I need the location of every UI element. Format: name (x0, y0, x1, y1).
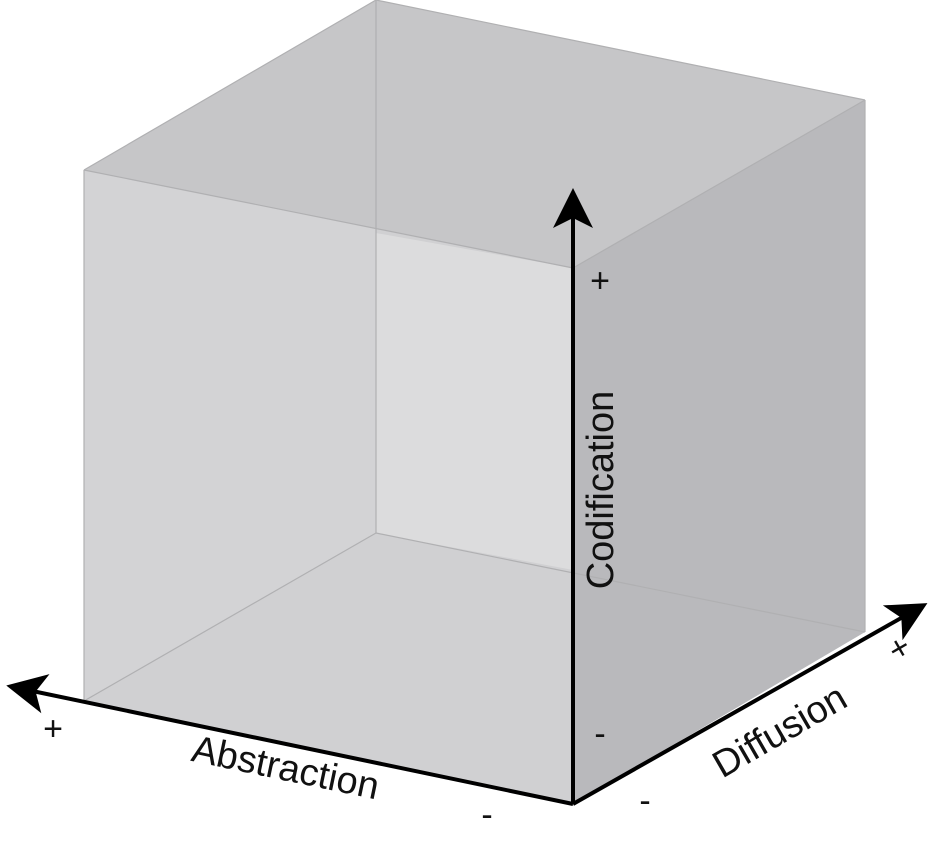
abstraction-axis (6, 674, 574, 806)
cube-top-face (84, 0, 865, 268)
diffusion-axis (572, 603, 928, 806)
cube-inner-highlight (376, 233, 573, 570)
cube-right-face (573, 100, 865, 804)
diffusion-plus: + (881, 627, 917, 670)
abstraction-plus: + (43, 710, 63, 748)
codification-minus: - (594, 715, 605, 753)
abstraction-minus: - (481, 796, 492, 834)
codification-label: Codification (580, 391, 622, 590)
codification-plus: + (590, 262, 610, 300)
cube-edges (83, 0, 866, 702)
diffusion-minus: - (639, 782, 650, 820)
